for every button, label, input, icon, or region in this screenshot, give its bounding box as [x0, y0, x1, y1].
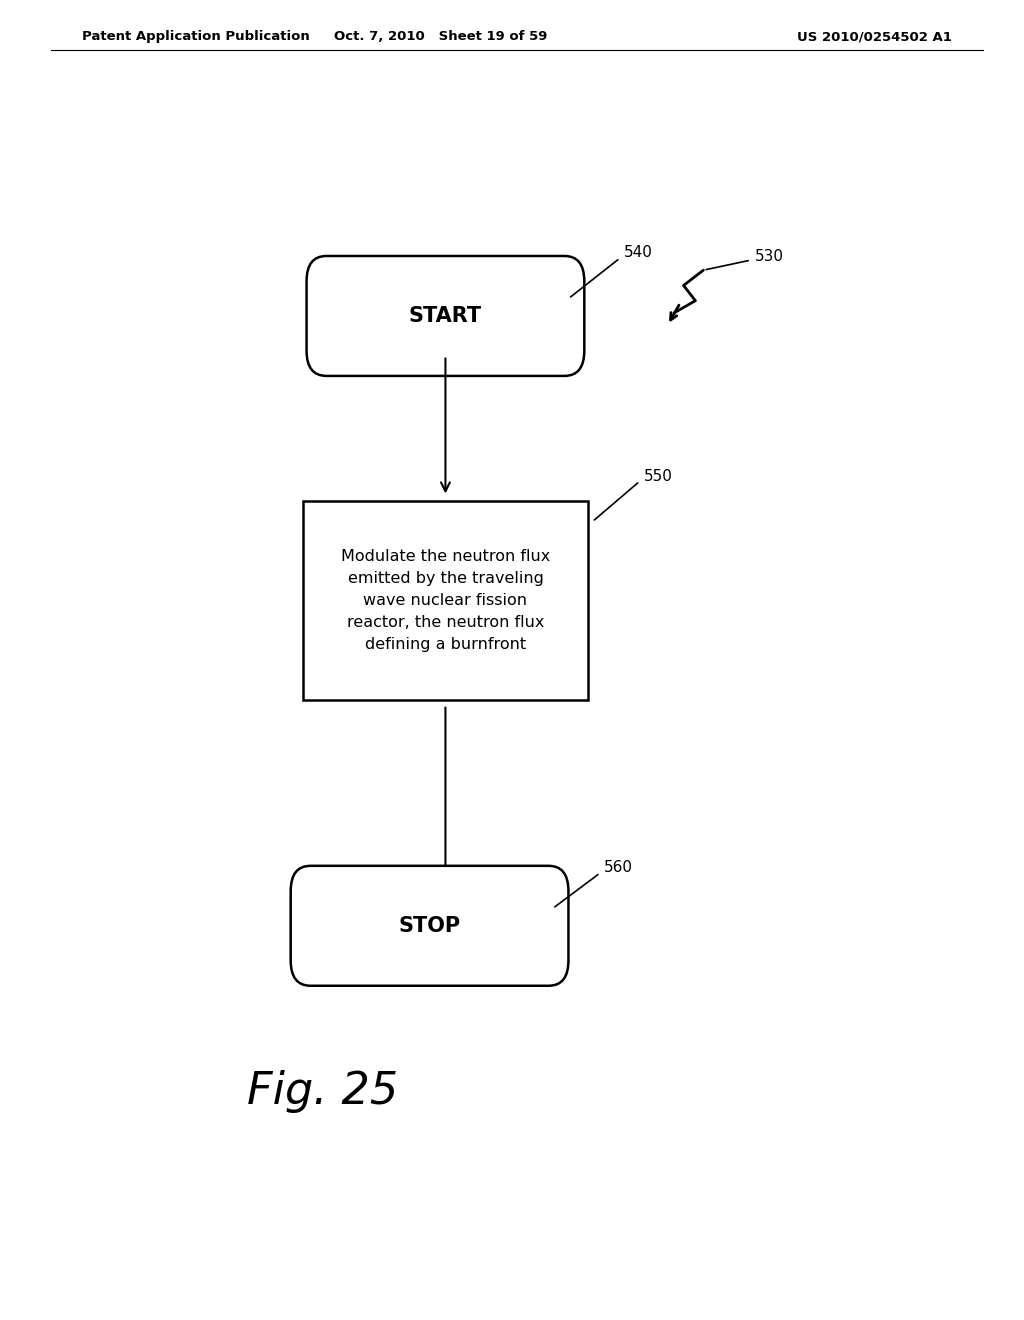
Text: 560: 560	[604, 861, 633, 875]
Text: 550: 550	[644, 469, 673, 483]
Text: START: START	[409, 306, 482, 326]
Text: 530: 530	[755, 249, 784, 264]
Text: Oct. 7, 2010   Sheet 19 of 59: Oct. 7, 2010 Sheet 19 of 59	[334, 30, 547, 44]
Text: Fig. 25: Fig. 25	[247, 1071, 398, 1113]
FancyBboxPatch shape	[306, 256, 585, 376]
FancyBboxPatch shape	[291, 866, 568, 986]
Text: US 2010/0254502 A1: US 2010/0254502 A1	[798, 30, 952, 44]
Text: Patent Application Publication: Patent Application Publication	[82, 30, 309, 44]
FancyBboxPatch shape	[303, 502, 588, 700]
Text: Modulate the neutron flux
emitted by the traveling
wave nuclear fission
reactor,: Modulate the neutron flux emitted by the…	[341, 549, 550, 652]
Text: STOP: STOP	[398, 916, 461, 936]
Text: 540: 540	[624, 246, 653, 260]
